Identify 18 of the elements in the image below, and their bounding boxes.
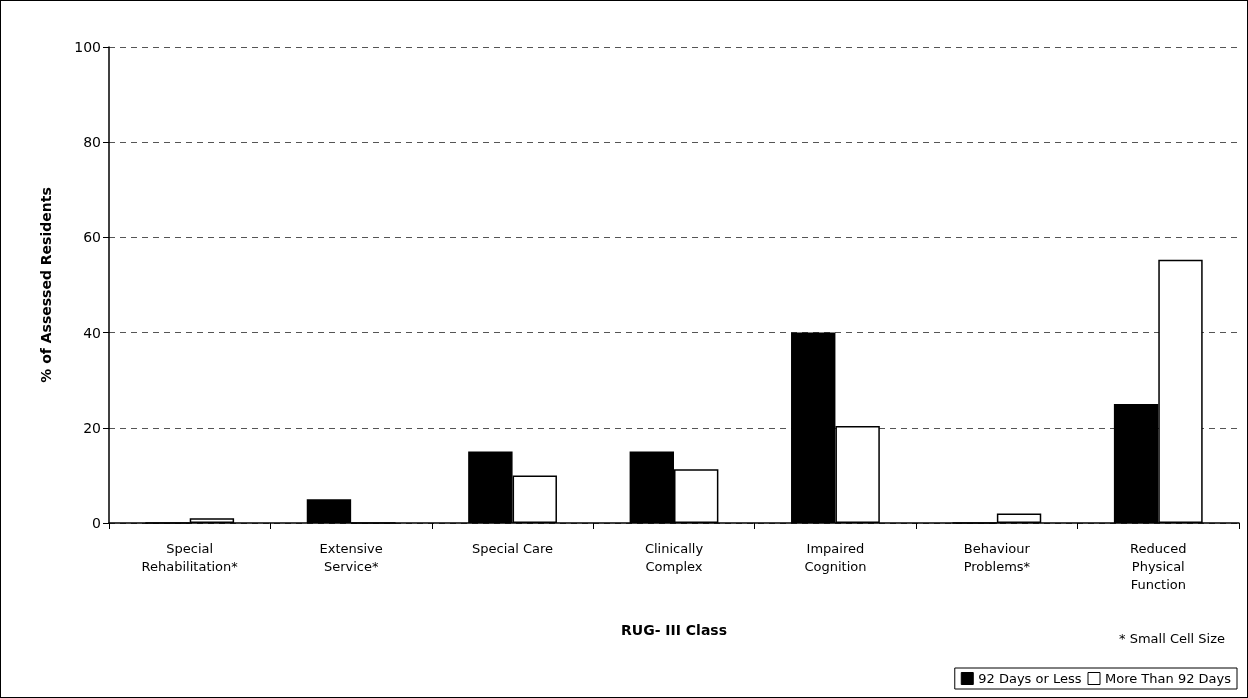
y-tick-label: 20 [83,419,101,436]
y-tick-label: 80 [83,134,101,151]
legend-label: More Than 92 Days [1105,671,1232,686]
y-tick-label: 40 [83,324,101,341]
legend-label: 92 Days or Less [978,671,1082,686]
y-axis-title: % of Assessed Residents [38,187,54,383]
text: * Small Cell Size [1119,631,1226,646]
y-tick-label: 60 [83,229,101,246]
x-tick-label: Behaviour Problems* [963,540,1031,574]
y-tick-label: 0 [92,515,101,531]
x-tick-label: Special Rehabilitation* [141,540,239,574]
x-tick-label: Clinically Complex [644,540,704,574]
x-tick-label: Impaired Cognition [804,540,867,574]
y-tick-label: 100 [74,39,101,55]
x-axis-title: RUG- III Class [620,622,728,638]
x-tick-label: Extensive Service* [319,540,383,574]
x-tick-label: Reduced Physical Function [1130,540,1187,592]
x-tick-label: Special Care [472,540,554,556]
